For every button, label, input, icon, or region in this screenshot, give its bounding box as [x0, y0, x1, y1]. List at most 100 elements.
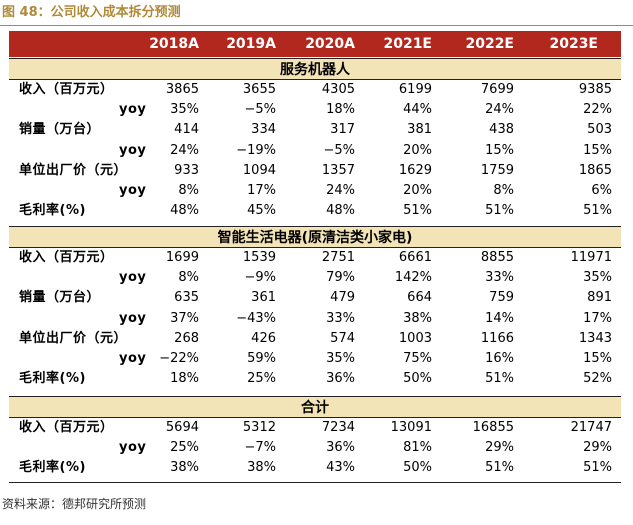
cell-2021E: 1629	[398, 162, 432, 178]
cell-2020A: 36%	[326, 371, 355, 387]
row-label: 销量（万台）	[19, 290, 101, 306]
cell-2023E: 6%	[591, 183, 612, 198]
cell-2022E: 16855	[472, 420, 514, 435]
cell-2020A: 48%	[326, 203, 355, 219]
cell-2023E: 15%	[583, 351, 612, 366]
cell-2018A: 25%	[170, 440, 199, 456]
cell-2020A: 479	[330, 290, 355, 306]
cell-2022E: 7699	[480, 82, 514, 97]
cell-2019A: 59%	[247, 351, 276, 366]
cell-2023E: 15%	[583, 142, 612, 158]
table-header: 2018A 2019A 2020A 2021E 2022E 2023E	[9, 31, 621, 57]
cell-2022E: 24%	[485, 102, 514, 118]
table-row: 单位出厂价（元） 933 1094 1357 1629 1759 1865	[9, 161, 621, 181]
cell-2018A: 24%	[170, 142, 199, 158]
cell-2023E: 891	[587, 290, 612, 306]
cell-2022E: 29%	[485, 440, 514, 456]
cell-2023E: 503	[587, 122, 612, 138]
cell-2018A: 48%	[170, 203, 199, 219]
cell-2018A: 3865	[165, 82, 199, 97]
row-label: 收入（百万元）	[19, 82, 114, 97]
table-bottom-rule	[9, 482, 621, 483]
cell-2020A: 4305	[321, 82, 355, 97]
cell-2019A: 1539	[242, 250, 276, 265]
cell-2018A: 37%	[170, 310, 199, 326]
cell-2020A: 574	[330, 330, 355, 346]
cell-2018A: 38%	[170, 460, 199, 476]
cell-2021E: 6199	[398, 82, 432, 97]
section-header: 服务机器人	[9, 58, 621, 80]
row-label: yoy	[119, 102, 147, 118]
cell-2022E: 51%	[485, 371, 514, 387]
cell-2021E: 1003	[398, 330, 432, 346]
cell-2018A: 414	[174, 122, 199, 138]
cell-2020A: 317	[330, 122, 355, 138]
cell-2021E: 38%	[403, 310, 432, 326]
cell-2020A: 36%	[326, 440, 355, 456]
title-rule	[0, 25, 633, 26]
row-label: 单位出厂价（元）	[19, 330, 128, 346]
cell-2023E: 51%	[583, 203, 612, 219]
table-row: 销量（万台） 635 361 479 664 759 891	[9, 288, 621, 308]
cell-2019A: −7%	[244, 440, 276, 456]
table-row: 销量（万台） 414 334 317 381 438 503	[9, 120, 621, 140]
cell-2018A: 1699	[165, 250, 199, 265]
cell-2019A: −5%	[244, 102, 276, 118]
cell-2022E: 8855	[480, 250, 514, 265]
row-label: 收入（百万元）	[19, 420, 114, 435]
cell-2023E: 1865	[578, 162, 612, 178]
col-header-2021E: 2021E	[383, 36, 432, 52]
table-row: 收入（百万元） 3865 3655 4305 6199 7699 9385	[9, 80, 621, 100]
col-header-2022E: 2022E	[465, 36, 514, 52]
row-label: 毛利率(%)	[19, 460, 86, 476]
cell-2021E: 75%	[403, 351, 432, 366]
cell-2023E: 35%	[583, 270, 612, 286]
col-header-2023E: 2023E	[549, 36, 598, 52]
cell-2022E: 759	[489, 290, 514, 306]
table-row: 毛利率(%) 38% 38% 43% 50% 51% 51%	[9, 458, 621, 478]
section-header: 合计	[9, 396, 621, 418]
cell-2022E: 33%	[485, 270, 514, 286]
cell-2023E: 11971	[570, 250, 612, 265]
cell-2020A: 24%	[326, 183, 355, 198]
cell-2018A: 933	[174, 162, 199, 178]
cell-2022E: 51%	[485, 203, 514, 219]
cell-2023E: 17%	[583, 310, 612, 326]
row-label: yoy	[119, 310, 147, 326]
row-label: yoy	[119, 183, 147, 198]
table-row: 收入（百万元） 5694 5312 7234 13091 16855 21747	[9, 418, 621, 438]
cell-2021E: 664	[407, 290, 432, 306]
table-row: 毛利率(%) 18% 25% 36% 50% 51% 52%	[9, 369, 621, 389]
cell-2021E: 44%	[403, 102, 432, 118]
cell-2019A: 1094	[242, 162, 276, 178]
table-row: yoy −22% 59% 35% 75% 16% 15%	[9, 349, 621, 369]
cell-2021E: 81%	[403, 440, 432, 456]
cell-2021E: 6661	[398, 250, 432, 265]
cell-2018A: 8%	[178, 270, 199, 286]
row-label: yoy	[119, 270, 147, 286]
cell-2020A: 33%	[326, 310, 355, 326]
cell-2019A: 5312	[242, 420, 276, 435]
cell-2020A: −5%	[323, 142, 355, 158]
cell-2020A: 2751	[321, 250, 355, 265]
col-header-2018A: 2018A	[149, 36, 199, 52]
cell-2021E: 142%	[394, 270, 432, 286]
cell-2021E: 13091	[390, 420, 432, 435]
figure-title: 图 48：公司收入成本拆分预测	[2, 5, 181, 20]
cell-2022E: 438	[489, 122, 514, 138]
cell-2018A: 35%	[170, 102, 199, 118]
table-row: 毛利率(%) 48% 45% 48% 51% 51% 51%	[9, 201, 621, 221]
cell-2023E: 9385	[578, 82, 612, 97]
row-label: yoy	[119, 351, 147, 366]
cell-2019A: 45%	[247, 203, 276, 219]
cell-2019A: 3655	[242, 82, 276, 97]
cell-2019A: 17%	[247, 183, 276, 198]
cell-2020A: 43%	[326, 460, 355, 476]
cell-2019A: 25%	[247, 371, 276, 387]
row-label: 收入（百万元）	[19, 250, 114, 265]
cell-2019A: −19%	[236, 142, 276, 158]
cell-2018A: 18%	[170, 371, 199, 387]
cell-2023E: 21747	[570, 420, 612, 435]
table-row: 收入（百万元） 1699 1539 2751 6661 8855 11971	[9, 248, 621, 268]
cell-2022E: 1166	[480, 330, 514, 346]
